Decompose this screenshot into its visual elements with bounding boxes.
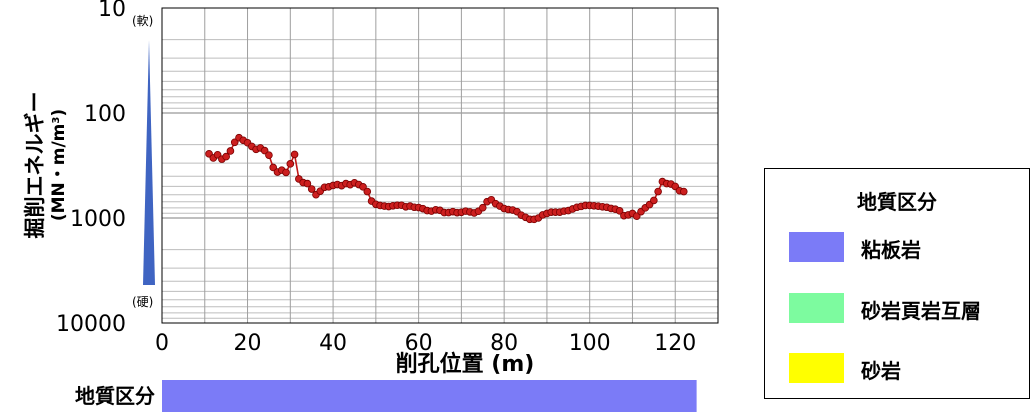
data-point xyxy=(679,187,688,196)
data-point xyxy=(307,185,316,193)
x-tick-label: 100 xyxy=(569,331,611,356)
y-tick-label: 100 xyxy=(84,102,126,127)
series-points xyxy=(205,133,688,224)
x-tick-label: 20 xyxy=(234,331,262,356)
x-tick-label: 0 xyxy=(155,331,169,356)
x-tick-label: 80 xyxy=(490,331,518,356)
x-axis-label: 削孔位置 (m) xyxy=(396,351,535,377)
y-tick-label: 1000 xyxy=(70,207,126,232)
x-tick-label: 40 xyxy=(319,331,347,356)
legend-swatch-slate xyxy=(789,232,844,262)
data-point xyxy=(290,150,299,159)
plot-area xyxy=(161,7,719,324)
data-point xyxy=(615,207,624,215)
data-point xyxy=(222,152,230,161)
legend: 地質区分 粘板岩 砂岩頁岩互層 砂岩 xyxy=(764,168,1030,399)
data-point xyxy=(286,160,295,168)
scale-top-label: (軟) xyxy=(132,13,153,28)
data-point xyxy=(363,187,372,196)
legend-swatch-sandstone xyxy=(789,353,844,383)
vertical-gridlines xyxy=(204,8,676,323)
data-point xyxy=(282,168,290,177)
data-point xyxy=(654,187,662,196)
legend-swatch-sandstone-shale xyxy=(789,293,844,323)
legend-label-sandstone-shale: 砂岩頁岩互層 xyxy=(861,299,981,323)
legend-label-slate: 粘板岩 xyxy=(861,238,921,262)
data-point xyxy=(650,196,658,205)
plot-frame xyxy=(161,7,719,324)
x-tick-label: 120 xyxy=(654,331,696,356)
data-point xyxy=(226,147,235,155)
hardness-scale-arrow xyxy=(143,40,155,285)
data-point xyxy=(269,163,278,172)
data-point xyxy=(303,179,312,188)
y-axis-label: 掘削エネルギー xyxy=(23,92,47,239)
data-point xyxy=(260,146,269,155)
geology-bar-label: 地質区分 xyxy=(75,384,155,408)
x-tick-label: 60 xyxy=(405,331,433,356)
legend-title: 地質区分 xyxy=(857,190,937,214)
scale-bottom-label: (硬) xyxy=(132,295,153,309)
data-point xyxy=(265,151,273,159)
data-point xyxy=(359,183,367,191)
legend-label-sandstone: 砂岩 xyxy=(861,359,901,383)
y-axis-unit: (MN・m/m3) xyxy=(49,109,69,221)
data-point xyxy=(478,203,487,212)
y-tick-label: 10000 xyxy=(56,312,126,337)
geology-bar-slate xyxy=(162,380,697,412)
data-point xyxy=(230,138,239,147)
y-tick-labels: 10 100 1000 10000 xyxy=(56,0,126,337)
x-tick-labels: 0 20 40 60 80 100 120 xyxy=(155,331,696,356)
y-tick-label: 10 xyxy=(98,0,126,22)
